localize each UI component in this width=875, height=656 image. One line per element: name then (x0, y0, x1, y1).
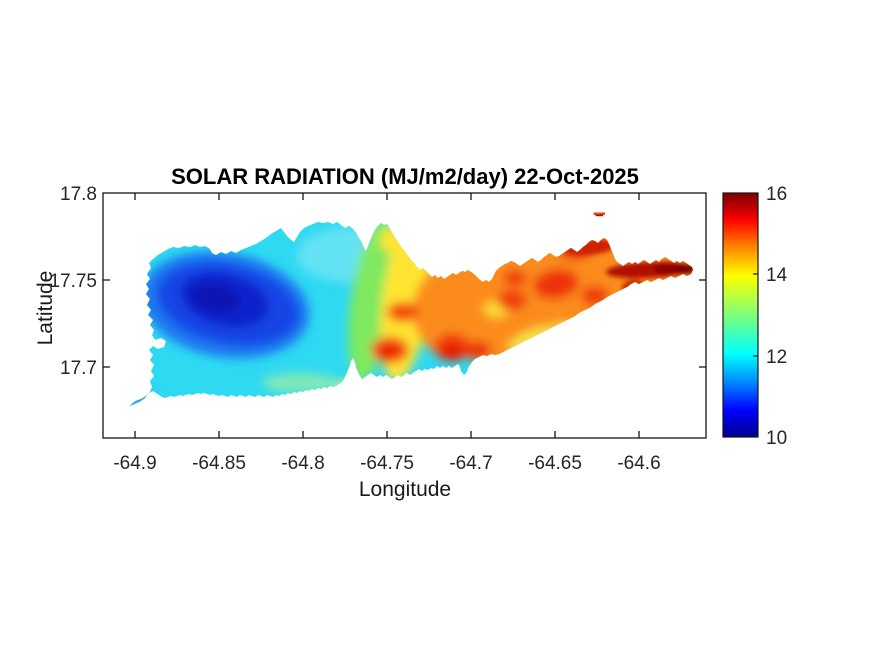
x-tick-label: -64.8 (281, 453, 324, 474)
x-tick-label: -64.7 (449, 453, 492, 474)
island-heatmap (129, 222, 693, 406)
y-axis-label: Latitude (34, 271, 57, 346)
y-tick-label: 17.75 (49, 271, 97, 292)
axis-ticks (103, 193, 706, 438)
x-axis-label: Longitude (359, 478, 451, 501)
colorbar-ticks (753, 273, 758, 357)
x-tick-label: -64.75 (360, 453, 414, 474)
x-tick-label: -64.9 (113, 453, 156, 474)
x-tick-label: -64.65 (528, 453, 582, 474)
x-tick-label: -64.85 (192, 453, 246, 474)
colorbar-tick-label: 14 (766, 265, 788, 286)
axes-box (102, 192, 707, 439)
x-tick-label: -64.6 (617, 453, 660, 474)
colorbar-tick-label: 16 (766, 184, 787, 205)
colorbar-tick-label: 12 (766, 347, 787, 368)
y-tick-label: 17.7 (60, 358, 97, 379)
colorbar-tick-label: 10 (766, 428, 787, 449)
colorbar: 16 14 12 10 (722, 184, 788, 449)
offshore-islet (593, 212, 605, 217)
y-tick-label: 17.8 (60, 184, 97, 205)
chart-title: SOLAR RADIATION (MJ/m2/day) 22-Oct-2025 (171, 164, 639, 189)
